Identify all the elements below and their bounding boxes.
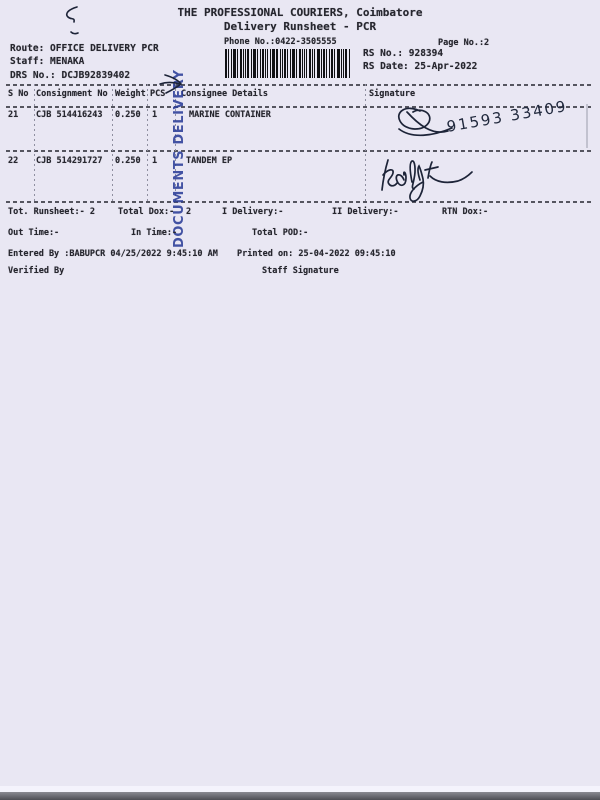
- column-divider: [34, 84, 35, 201]
- document-subtitle: Delivery Runsheet - PCR: [223, 20, 377, 33]
- out-time: Out Time:-: [8, 228, 60, 238]
- row-sno: 22: [8, 156, 19, 166]
- i-delivery: I Delivery:-: [222, 207, 284, 217]
- scan-edge-artifact: [586, 104, 588, 148]
- table-rule-bottom: [6, 201, 594, 203]
- rs-number: RS No.: 928394: [363, 48, 444, 59]
- drs-number: DRS No.: DCJB92839402: [10, 70, 131, 81]
- row-consignee: TANDEM EP: [186, 156, 233, 166]
- verified-by: Verified By: [8, 266, 65, 276]
- col-header-pcs: PCS: [150, 89, 166, 99]
- col-header-signature: Signature: [369, 89, 416, 99]
- row-pcs: 1: [152, 110, 158, 120]
- row-consignment: CJB 514416243: [36, 110, 103, 120]
- scan-bottom-strip: [0, 792, 600, 800]
- rs-date: RS Date: 25-Apr-2022: [363, 61, 478, 72]
- documents-delivery-stamp: DOCUMENTS DELIVERY: [172, 69, 187, 248]
- in-time: In Time:-: [131, 228, 178, 238]
- row-weight: 0.250: [115, 110, 141, 120]
- scan-bottom-band: [0, 786, 600, 792]
- printed-on: Printed on: 25-04-2022 09:45:10: [237, 249, 396, 259]
- total-dox-label: Total Dox:-: [118, 207, 175, 217]
- column-divider: [175, 84, 176, 201]
- row-consignment: CJB 514291727: [36, 156, 103, 166]
- ii-delivery: II Delivery:-: [332, 207, 399, 217]
- table-rule-row1: [6, 150, 594, 152]
- rtn-dox: RTN Dox:-: [442, 207, 489, 217]
- column-divider: [112, 84, 113, 201]
- table-rule-header: [6, 106, 594, 108]
- phone-number: Phone No.:0422-3505555: [224, 37, 337, 47]
- column-divider: [365, 84, 366, 201]
- table-rule-top: [6, 84, 594, 86]
- signature-row-22: [381, 159, 473, 202]
- route-label: Route: OFFICE DELIVERY PCR: [10, 43, 159, 54]
- col-header-sno: S No: [8, 89, 29, 99]
- column-divider: [147, 84, 148, 201]
- col-header-consignment: Consignment No: [36, 89, 108, 99]
- row-weight: 0.250: [115, 156, 141, 166]
- col-header-consignee: Consignee Details: [181, 89, 268, 99]
- col-header-weight: Weight: [115, 89, 146, 99]
- total-pod: Total POD:-: [252, 228, 309, 238]
- row-sno: 21: [8, 110, 19, 120]
- total-runsheet: Tot. Runsheet:- 2: [8, 207, 95, 217]
- page-number: Page No.:2: [438, 38, 490, 48]
- staff-signature-label: Staff Signature: [262, 266, 339, 276]
- total-dox-value: 2: [186, 207, 192, 217]
- staff-label: Staff: MENAKA: [10, 56, 85, 67]
- handwritten-phone-note: 91593 33409: [445, 96, 569, 136]
- entered-by: Entered By :BABUPCR 04/25/2022 9:45:10 A…: [8, 249, 218, 259]
- company-title: THE PROFESSIONAL COURIERS, Coimbatore: [177, 6, 423, 19]
- signature-row-21: [398, 107, 453, 137]
- row-pcs: 1: [152, 156, 158, 166]
- row-consignee: MARINE CONTAINER: [189, 110, 271, 120]
